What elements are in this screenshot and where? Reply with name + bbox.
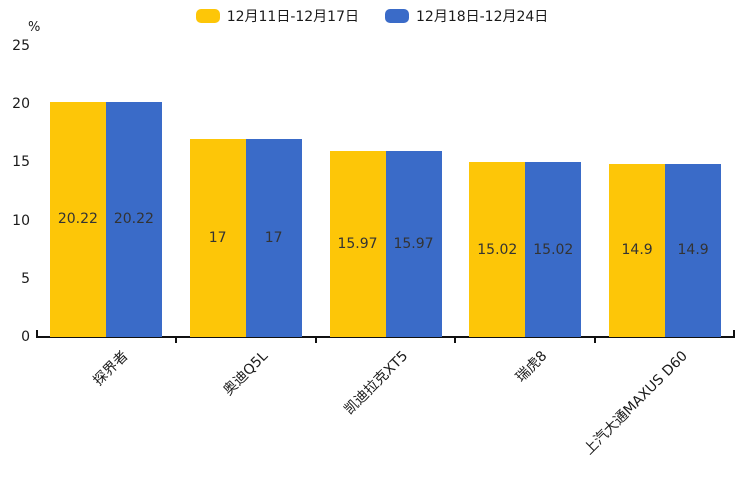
y-axis-tick-label: 20 (12, 96, 30, 113)
legend-swatch-icon (385, 9, 409, 23)
bar-12月18日-12月24日-奥迪Q5L (245, 139, 302, 337)
legend-item-series-2[interactable]: 12月18日-12月24日 (385, 6, 548, 26)
bar-12月18日-12月24日-瑞虎8 (525, 162, 582, 337)
x-axis-line (36, 336, 735, 338)
y-axis-unit-label: % (28, 20, 41, 35)
y-axis-tick-label: 25 (12, 38, 30, 54)
y-axis-tick-label: 10 (12, 212, 30, 229)
x-axis-tick (594, 338, 597, 343)
x-axis-tick (174, 338, 177, 343)
bar-12月11日-12月17日-凯迪拉克XT5 (329, 151, 386, 337)
x-axis-category-label: 上汽大通MAXUS D60 (580, 348, 691, 459)
x-axis-category-label: 凯迪拉克XT5 (341, 348, 411, 418)
bar-12月18日-12月24日-上汽大通MAXUS D60 (665, 163, 722, 337)
legend-label: 12月11日-12月17日 (226, 9, 359, 25)
legend-label: 12月18日-12月24日 (416, 9, 549, 25)
y-axis-tick-label: 5 (21, 270, 30, 287)
x-axis-end-tick (36, 330, 38, 336)
legend-item-series-1[interactable]: 12月11日-12月17日 (195, 6, 359, 26)
x-axis-category-label: 奥迪Q5L (220, 348, 272, 399)
bar-12月11日-12月17日-上汽大通MAXUS D60 (609, 163, 666, 337)
x-axis-end-tick (733, 330, 735, 336)
y-axis-tick-label: 15 (12, 154, 30, 171)
legend-swatch-icon (195, 9, 220, 23)
bar-12月18日-12月24日-凯迪拉克XT5 (385, 151, 442, 337)
x-axis-tick (314, 338, 317, 343)
x-axis-category-label: 瑞虎8 (513, 348, 551, 386)
x-axis-tick (454, 338, 457, 343)
bar-12月18日-12月24日-探界者 (105, 101, 162, 337)
bar-12月11日-12月17日-探界者 (49, 101, 106, 337)
legend: 12月11日-12月17日 12月18日-12月24日 (0, 6, 744, 26)
x-axis-category-label: 探界者 (90, 348, 132, 390)
bar-12月11日-12月17日-瑞虎8 (469, 162, 526, 337)
bar-12月11日-12月17日-奥迪Q5L (189, 139, 246, 337)
y-axis-tick-label: 0 (21, 329, 30, 345)
